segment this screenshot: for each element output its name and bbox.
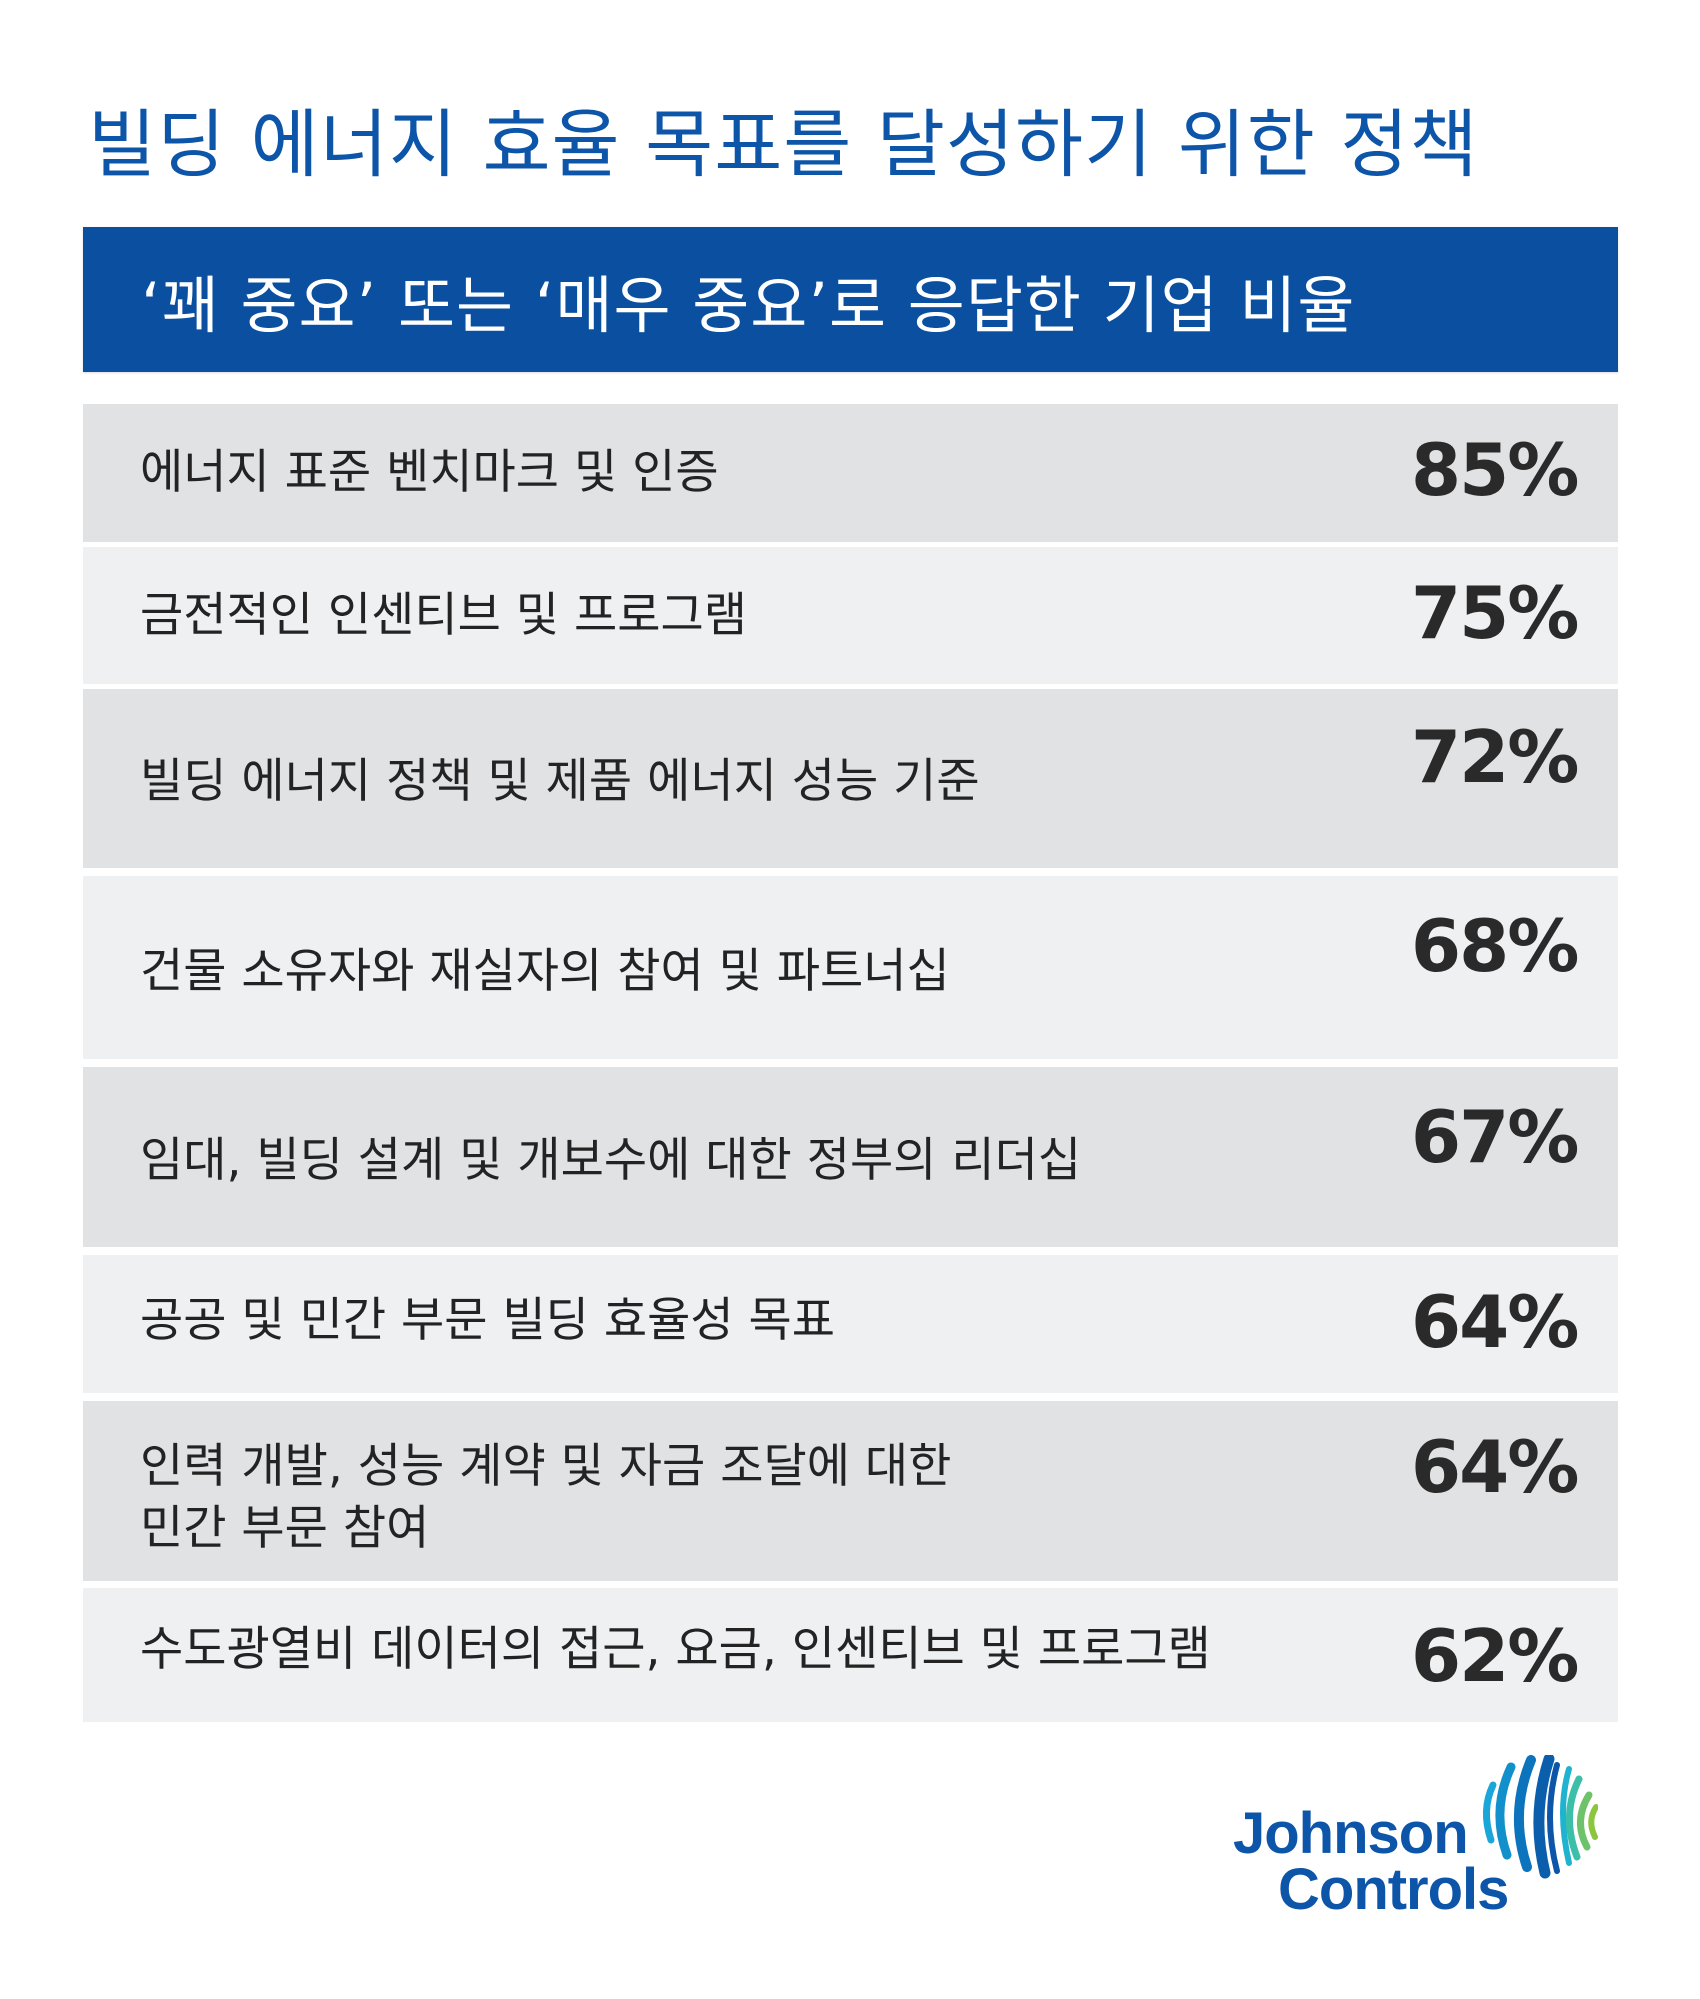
row-value: 62% — [1411, 1614, 1579, 1698]
table-row: 인력 개발, 성능 계약 및 자금 조달에 대한 민간 부문 참여 64% — [83, 1401, 1618, 1581]
logo-text-controls: Controls — [1278, 1857, 1509, 1922]
row-value: 75% — [1411, 571, 1579, 655]
row-label: 수도광열비 데이터의 접근, 요금, 인센티브 및 프로그램 — [140, 1622, 1211, 1677]
table-row: 임대, 빌딩 설계 및 개보수에 대한 정부의 리더십 67% — [83, 1067, 1618, 1247]
row-label-line2: 민간 부문 참여 — [140, 1501, 430, 1556]
table-row: 에너지 표준 벤치마크 및 인증 85% — [83, 404, 1618, 542]
row-value: 67% — [1411, 1095, 1579, 1179]
row-value: 64% — [1411, 1280, 1579, 1364]
table-row: 공공 및 민간 부문 빌딩 효율성 목표 64% — [83, 1255, 1618, 1393]
table-row: 빌딩 에너지 정책 및 제품 에너지 성능 기준 72% — [83, 689, 1618, 868]
row-value: 85% — [1411, 428, 1579, 512]
table-row: 금전적인 인센티브 및 프로그램 75% — [83, 547, 1618, 684]
row-label: 임대, 빌딩 설계 및 개보수에 대한 정부의 리더십 — [140, 1133, 1082, 1188]
page-title: 빌딩 에너지 효율 목표를 달성하기 위한 정책 — [88, 102, 1479, 188]
subtitle-text: ‘꽤 중요’ 또는 ‘매우 중요’로 응답한 기업 비율 — [141, 268, 1356, 342]
row-value: 68% — [1411, 904, 1579, 988]
row-value: 72% — [1411, 715, 1579, 799]
logo-text-johnson: Johnson — [1233, 1801, 1469, 1866]
row-label: 금전적인 인센티브 및 프로그램 — [140, 588, 747, 643]
table-row: 수도광열비 데이터의 접근, 요금, 인센티브 및 프로그램 62% — [83, 1588, 1618, 1722]
row-value: 64% — [1411, 1425, 1579, 1509]
row-label: 에너지 표준 벤치마크 및 인증 — [140, 445, 719, 500]
row-label: 건물 소유자와 재실자의 참여 및 파트너십 — [140, 944, 950, 999]
johnson-controls-globe-icon — [1483, 1755, 1598, 1879]
row-label-line1: 인력 개발, 성능 계약 및 자금 조달에 대한 — [140, 1439, 952, 1494]
row-label: 빌딩 에너지 정책 및 제품 에너지 성능 기준 — [140, 754, 980, 809]
johnson-controls-logo: Johnson Controls — [1228, 1755, 1608, 1925]
table-row: 건물 소유자와 재실자의 참여 및 파트너십 68% — [83, 876, 1618, 1059]
subtitle-banner: ‘꽤 중요’ 또는 ‘매우 중요’로 응답한 기업 비율 — [83, 227, 1618, 372]
row-label: 공공 및 민간 부문 빌딩 효율성 목표 — [140, 1293, 835, 1348]
